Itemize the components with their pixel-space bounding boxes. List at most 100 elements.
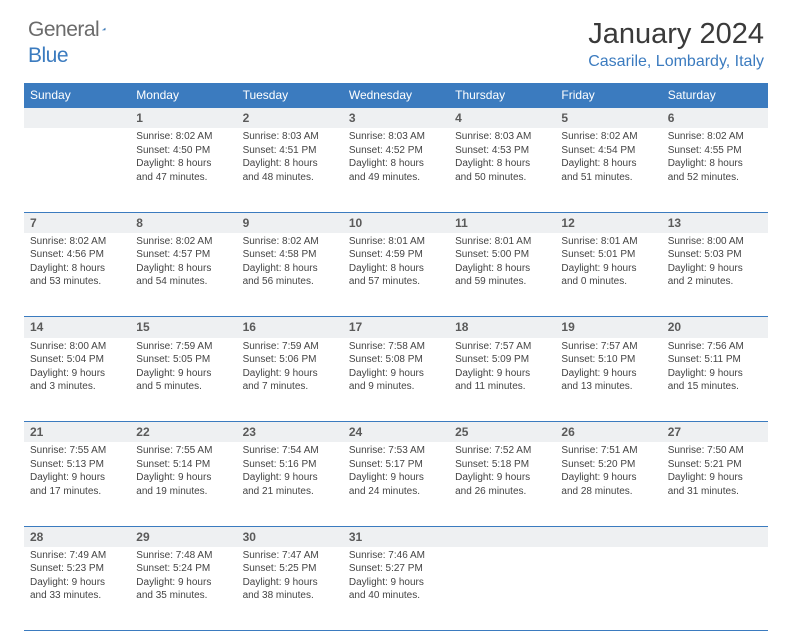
day-content-cell: Sunrise: 7:55 AMSunset: 5:14 PMDaylight:… — [130, 442, 236, 526]
daylight-line: Daylight: 8 hours and 49 minutes. — [349, 157, 443, 184]
sunrise-line: Sunrise: 7:58 AM — [349, 340, 443, 354]
day-number-cell: 4 — [449, 108, 555, 129]
daylight-line: Daylight: 9 hours and 35 minutes. — [136, 576, 230, 603]
daylight-line: Daylight: 9 hours and 33 minutes. — [30, 576, 124, 603]
day-content-cell: Sunrise: 7:57 AMSunset: 5:10 PMDaylight:… — [555, 338, 661, 422]
sunset-line: Sunset: 5:09 PM — [455, 353, 549, 367]
sunrise-line: Sunrise: 8:02 AM — [561, 130, 655, 144]
daylight-line: Daylight: 9 hours and 28 minutes. — [561, 471, 655, 498]
day-number-cell: 18 — [449, 317, 555, 338]
day-number-cell: 15 — [130, 317, 236, 338]
day-content-cell: Sunrise: 7:47 AMSunset: 5:25 PMDaylight:… — [237, 547, 343, 631]
day-number-cell: 23 — [237, 422, 343, 443]
day-content-cell: Sunrise: 8:01 AMSunset: 4:59 PMDaylight:… — [343, 233, 449, 317]
sunset-line: Sunset: 5:17 PM — [349, 458, 443, 472]
daylight-line: Daylight: 9 hours and 7 minutes. — [243, 367, 337, 394]
day-content-cell — [555, 547, 661, 631]
sunset-line: Sunset: 4:52 PM — [349, 144, 443, 158]
daynum-row: 123456 — [24, 108, 768, 129]
sunrise-line: Sunrise: 7:57 AM — [455, 340, 549, 354]
weekday-header: Tuesday — [237, 83, 343, 108]
day-number-cell — [24, 108, 130, 129]
day-content-cell: Sunrise: 8:02 AMSunset: 4:56 PMDaylight:… — [24, 233, 130, 317]
day-content-cell — [662, 547, 768, 631]
sunrise-line: Sunrise: 8:01 AM — [349, 235, 443, 249]
sunrise-line: Sunrise: 7:49 AM — [30, 549, 124, 563]
day-content-cell: Sunrise: 8:02 AMSunset: 4:55 PMDaylight:… — [662, 128, 768, 212]
sunset-line: Sunset: 4:55 PM — [668, 144, 762, 158]
day-content-cell: Sunrise: 7:51 AMSunset: 5:20 PMDaylight:… — [555, 442, 661, 526]
day-number-cell: 10 — [343, 212, 449, 233]
sunset-line: Sunset: 5:13 PM — [30, 458, 124, 472]
daylight-line: Daylight: 8 hours and 59 minutes. — [455, 262, 549, 289]
sunrise-line: Sunrise: 7:47 AM — [243, 549, 337, 563]
day-content-cell: Sunrise: 7:48 AMSunset: 5:24 PMDaylight:… — [130, 547, 236, 631]
sunset-line: Sunset: 4:53 PM — [455, 144, 549, 158]
sunset-line: Sunset: 5:03 PM — [668, 248, 762, 262]
day-content-cell: Sunrise: 7:54 AMSunset: 5:16 PMDaylight:… — [237, 442, 343, 526]
sunset-line: Sunset: 4:54 PM — [561, 144, 655, 158]
daylight-line: Daylight: 8 hours and 48 minutes. — [243, 157, 337, 184]
sunset-line: Sunset: 5:16 PM — [243, 458, 337, 472]
sunset-line: Sunset: 5:10 PM — [561, 353, 655, 367]
day-content-cell: Sunrise: 8:01 AMSunset: 5:01 PMDaylight:… — [555, 233, 661, 317]
daylight-line: Daylight: 8 hours and 50 minutes. — [455, 157, 549, 184]
sunset-line: Sunset: 5:05 PM — [136, 353, 230, 367]
daylight-line: Daylight: 8 hours and 52 minutes. — [668, 157, 762, 184]
content-row: Sunrise: 7:55 AMSunset: 5:13 PMDaylight:… — [24, 442, 768, 526]
sunrise-line: Sunrise: 8:02 AM — [30, 235, 124, 249]
sunset-line: Sunset: 5:23 PM — [30, 562, 124, 576]
sunset-line: Sunset: 5:11 PM — [668, 353, 762, 367]
sunrise-line: Sunrise: 7:48 AM — [136, 549, 230, 563]
day-content-cell: Sunrise: 8:02 AMSunset: 4:58 PMDaylight:… — [237, 233, 343, 317]
day-content-cell: Sunrise: 7:58 AMSunset: 5:08 PMDaylight:… — [343, 338, 449, 422]
day-number-cell: 31 — [343, 526, 449, 547]
day-number-cell — [662, 526, 768, 547]
sunrise-line: Sunrise: 8:03 AM — [455, 130, 549, 144]
day-content-cell: Sunrise: 7:49 AMSunset: 5:23 PMDaylight:… — [24, 547, 130, 631]
sunset-line: Sunset: 5:08 PM — [349, 353, 443, 367]
sunrise-line: Sunrise: 7:59 AM — [136, 340, 230, 354]
day-number-cell: 6 — [662, 108, 768, 129]
day-number-cell: 14 — [24, 317, 130, 338]
sunrise-line: Sunrise: 7:53 AM — [349, 444, 443, 458]
day-number-cell: 12 — [555, 212, 661, 233]
daylight-line: Daylight: 9 hours and 5 minutes. — [136, 367, 230, 394]
day-content-cell: Sunrise: 7:56 AMSunset: 5:11 PMDaylight:… — [662, 338, 768, 422]
day-content-cell: Sunrise: 8:03 AMSunset: 4:52 PMDaylight:… — [343, 128, 449, 212]
daylight-line: Daylight: 9 hours and 31 minutes. — [668, 471, 762, 498]
sunset-line: Sunset: 5:20 PM — [561, 458, 655, 472]
daylight-line: Daylight: 9 hours and 40 minutes. — [349, 576, 443, 603]
day-content-cell: Sunrise: 8:02 AMSunset: 4:54 PMDaylight:… — [555, 128, 661, 212]
sunset-line: Sunset: 4:56 PM — [30, 248, 124, 262]
sunrise-line: Sunrise: 8:00 AM — [668, 235, 762, 249]
sunrise-line: Sunrise: 7:51 AM — [561, 444, 655, 458]
sunset-line: Sunset: 4:58 PM — [243, 248, 337, 262]
day-number-cell: 22 — [130, 422, 236, 443]
sunrise-line: Sunrise: 7:52 AM — [455, 444, 549, 458]
sunrise-line: Sunrise: 7:55 AM — [30, 444, 124, 458]
sunset-line: Sunset: 4:57 PM — [136, 248, 230, 262]
day-content-cell: Sunrise: 8:00 AMSunset: 5:03 PMDaylight:… — [662, 233, 768, 317]
month-title: January 2024 — [588, 18, 764, 51]
daylight-line: Daylight: 8 hours and 51 minutes. — [561, 157, 655, 184]
weekday-header: Sunday — [24, 83, 130, 108]
daylight-line: Daylight: 9 hours and 2 minutes. — [668, 262, 762, 289]
daynum-row: 28293031 — [24, 526, 768, 547]
location-text: Casarile, Lombardy, Italy — [588, 53, 764, 71]
sunset-line: Sunset: 5:01 PM — [561, 248, 655, 262]
day-content-cell: Sunrise: 8:03 AMSunset: 4:53 PMDaylight:… — [449, 128, 555, 212]
daylight-line: Daylight: 9 hours and 26 minutes. — [455, 471, 549, 498]
sunrise-line: Sunrise: 8:01 AM — [561, 235, 655, 249]
header: General January 2024 Casarile, Lombardy,… — [0, 0, 792, 77]
sunrise-line: Sunrise: 7:55 AM — [136, 444, 230, 458]
daylight-line: Daylight: 9 hours and 17 minutes. — [30, 471, 124, 498]
day-number-cell: 11 — [449, 212, 555, 233]
sunset-line: Sunset: 5:21 PM — [668, 458, 762, 472]
triangle-icon — [102, 20, 105, 38]
day-number-cell: 9 — [237, 212, 343, 233]
logo-blue: Blue — [28, 44, 68, 67]
daylight-line: Daylight: 9 hours and 9 minutes. — [349, 367, 443, 394]
sunrise-line: Sunrise: 8:03 AM — [243, 130, 337, 144]
day-number-cell — [555, 526, 661, 547]
